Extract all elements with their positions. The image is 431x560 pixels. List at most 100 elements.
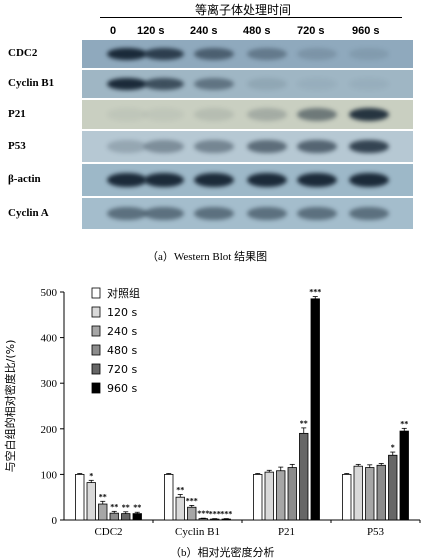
y-tick-label: 100 [41,469,58,481]
legend-swatch [91,344,101,356]
bar [299,432,309,521]
bar [276,470,286,521]
blot-band [144,107,184,122]
bar [365,467,375,521]
blot-band [297,172,337,188]
significance-mark: ** [110,502,118,511]
significance-mark: ** [176,485,184,494]
band-label: β-actin [8,173,41,185]
bar [353,465,363,521]
y-tick-label: 0 [52,515,58,527]
timepoint-label: 0 [110,25,117,37]
bar [264,471,274,521]
blot-band [247,47,287,61]
blot-strip [82,198,413,229]
blot-band [194,172,234,188]
bar [75,473,85,521]
blot-band [297,206,337,221]
blot-caption: （a）Western Blot 结果图 [147,251,268,263]
y-tick-label: 200 [41,424,58,436]
x-tick-label: CDC2 [94,526,122,538]
timepoint-label: 480 s [243,25,271,37]
blot-band [349,107,389,122]
bar [164,473,174,521]
legend-swatch [91,287,101,299]
legend-swatch [91,382,101,394]
y-tick-label: 500 [41,287,58,299]
blot-band [297,47,337,61]
y-axis-label: 与空白组的相对密度比/(%) [3,340,17,473]
timepoint-label: 240 s [190,25,218,37]
blot-band [297,139,337,154]
blot-strip [82,131,413,162]
chart-caption: （b）相对光密度分析 [170,547,275,559]
bar [175,496,185,521]
blot-band [349,47,389,61]
significance-mark: *** [209,510,221,519]
legend-label: 对照组 [107,286,140,300]
band-label: Cyclin A [8,206,49,219]
legend-swatch [91,306,101,318]
bar [376,464,386,521]
x-tick-label: P21 [278,526,295,538]
blot-strip [82,100,413,129]
blot-band [349,206,389,221]
blot-band [247,139,287,154]
blot-band [194,206,234,221]
blot-band [107,47,147,61]
blot-title: 等离子体处理时间 [195,3,292,17]
significance-mark: ** [400,419,408,428]
significance-mark: ** [122,503,130,512]
blot-band [107,206,147,221]
blot-band [107,107,147,122]
blot-band [194,77,234,91]
bar [198,518,208,521]
blot-band [349,77,389,91]
blot-band [194,47,234,61]
bar [86,482,96,521]
blot-band [194,107,234,122]
bar [132,513,142,521]
blot-band [144,77,184,91]
bar [388,454,398,521]
bar [287,467,297,521]
significance-mark: *** [186,496,198,505]
blot-band [107,139,147,154]
legend-label: 960 s [107,382,137,395]
band-label: CDC2 [8,47,38,59]
bar [399,430,409,521]
blot-band [144,172,184,188]
bar [210,518,220,521]
significance-mark: *** [309,288,321,297]
blot-band [247,172,287,188]
y-tick-label: 300 [41,378,58,390]
x-tick-label: Cyclin B1 [175,526,220,538]
blot-band [349,139,389,154]
blot-strip [82,70,413,98]
band-label: Cyclin B1 [8,77,55,89]
legend-label: 720 s [107,363,137,376]
significance-mark: *** [197,509,209,518]
significance-mark: ** [300,419,308,428]
significance-mark: * [391,443,395,452]
bar [98,503,108,521]
blot-strip [82,164,413,196]
blot-band [247,77,287,91]
bar [221,518,231,521]
band-label: P21 [8,107,26,120]
blot-header: 等离子体处理时间 [0,0,431,24]
significance-mark: ** [133,503,141,512]
blot-band [194,139,234,154]
blot-band [144,47,184,61]
blot-band [297,77,337,91]
bar [109,512,119,521]
bar [187,506,197,521]
bar [310,298,320,521]
legend-label: 120 s [107,306,137,319]
x-tick-label: P53 [367,526,385,538]
timepoint-label: 720 s [297,25,325,37]
bar [342,473,352,521]
band-label: P53 [8,139,26,152]
bar [121,513,131,521]
blot-band [297,107,337,122]
